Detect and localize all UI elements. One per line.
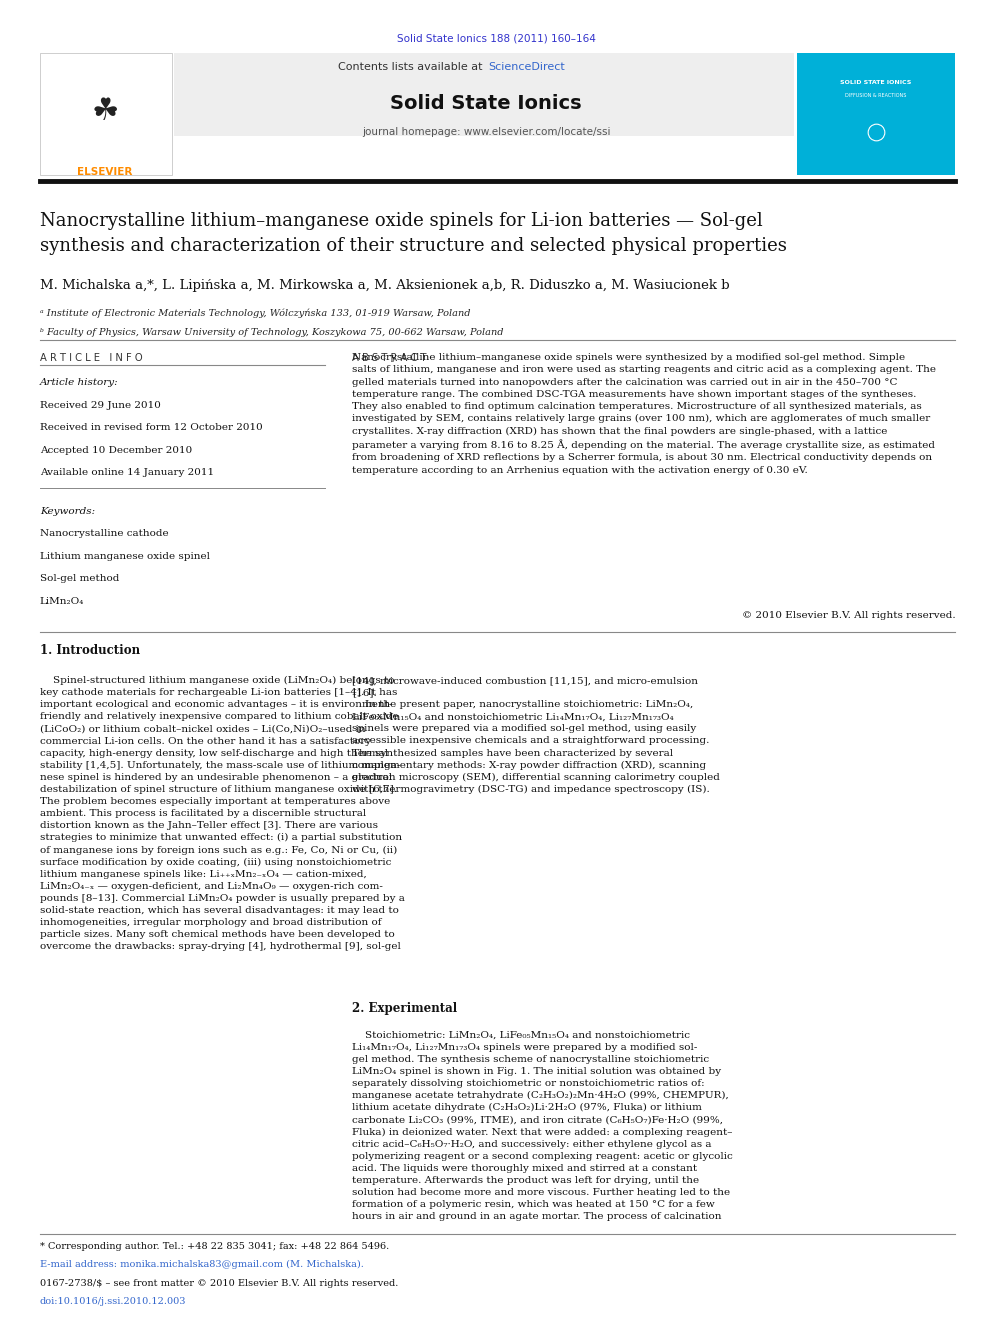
Text: Spinel-structured lithium manganese oxide (LiMn₂O₄) belongs to
key cathode mater: Spinel-structured lithium manganese oxid… bbox=[40, 676, 405, 951]
Text: Contents lists available at: Contents lists available at bbox=[338, 62, 486, 73]
Text: doi:10.1016/j.ssi.2010.12.003: doi:10.1016/j.ssi.2010.12.003 bbox=[40, 1297, 186, 1306]
Text: Keywords:: Keywords: bbox=[40, 507, 95, 516]
Text: 2. Experimental: 2. Experimental bbox=[352, 1002, 457, 1015]
Text: A B S T R A C T: A B S T R A C T bbox=[352, 353, 427, 364]
Text: Received in revised form 12 October 2010: Received in revised form 12 October 2010 bbox=[40, 423, 263, 433]
FancyBboxPatch shape bbox=[797, 53, 955, 175]
Text: Solid State Ionics: Solid State Ionics bbox=[390, 94, 582, 112]
Text: E-mail address: monika.michalska83@gmail.com (M. Michalska).: E-mail address: monika.michalska83@gmail… bbox=[40, 1259, 363, 1269]
Text: Sol-gel method: Sol-gel method bbox=[40, 574, 119, 583]
Text: Stoichiometric: LiMn₂O₄, LiFe₀₅Mn₁₅O₄ and nonstoichiometric
Li₁₄Mn₁₇O₄, Li₁₂₇Mn₁: Stoichiometric: LiMn₂O₄, LiFe₀₅Mn₁₅O₄ an… bbox=[352, 1031, 733, 1221]
Text: journal homepage: www.elsevier.com/locate/ssi: journal homepage: www.elsevier.com/locat… bbox=[362, 127, 610, 138]
Text: LiMn₂O₄: LiMn₂O₄ bbox=[40, 597, 84, 606]
Text: Solid State Ionics 188 (2011) 160–164: Solid State Ionics 188 (2011) 160–164 bbox=[397, 33, 595, 44]
Text: © 2010 Elsevier B.V. All rights reserved.: © 2010 Elsevier B.V. All rights reserved… bbox=[742, 611, 955, 620]
FancyBboxPatch shape bbox=[40, 53, 172, 175]
FancyBboxPatch shape bbox=[174, 53, 794, 136]
Text: 0167-2738/$ – see front matter © 2010 Elsevier B.V. All rights reserved.: 0167-2738/$ – see front matter © 2010 El… bbox=[40, 1279, 398, 1289]
Text: Nanocrystalline cathode: Nanocrystalline cathode bbox=[40, 529, 169, 538]
Text: ☘: ☘ bbox=[91, 97, 119, 126]
Text: ᵇ Faculty of Physics, Warsaw University of Technology, Koszykowa 75, 00-662 Wars: ᵇ Faculty of Physics, Warsaw University … bbox=[40, 328, 503, 337]
Text: ᵃ Institute of Electronic Materials Technology, Wólczyńska 133, 01-919 Warsaw, P: ᵃ Institute of Electronic Materials Tech… bbox=[40, 308, 470, 318]
Text: ScienceDirect: ScienceDirect bbox=[488, 62, 564, 73]
Text: Nanocrystalline lithium–manganese oxide spinels were synthesized by a modified s: Nanocrystalline lithium–manganese oxide … bbox=[352, 353, 936, 475]
Text: [14], microwave-induced combustion [11,15], and micro-emulsion
[16].
    In the : [14], microwave-induced combustion [11,1… bbox=[352, 676, 720, 794]
Text: Lithium manganese oxide spinel: Lithium manganese oxide spinel bbox=[40, 552, 209, 561]
Text: Available online 14 January 2011: Available online 14 January 2011 bbox=[40, 468, 214, 478]
Text: Accepted 10 December 2010: Accepted 10 December 2010 bbox=[40, 446, 191, 455]
Text: M. Michalska a,*, L. Lipińska a, M. Mirkowska a, M. Aksienionek a,b, R. Diduszko: M. Michalska a,*, L. Lipińska a, M. Mirk… bbox=[40, 279, 729, 292]
Text: Received 29 June 2010: Received 29 June 2010 bbox=[40, 401, 161, 410]
Text: Article history:: Article history: bbox=[40, 378, 118, 388]
Text: SOLID STATE IONICS: SOLID STATE IONICS bbox=[840, 79, 912, 85]
Text: ELSEVIER: ELSEVIER bbox=[77, 167, 133, 177]
Text: Nanocrystalline lithium–manganese oxide spinels for Li-ion batteries — Sol-gel
s: Nanocrystalline lithium–manganese oxide … bbox=[40, 212, 787, 255]
Text: * Corresponding author. Tel.: +48 22 835 3041; fax: +48 22 864 5496.: * Corresponding author. Tel.: +48 22 835… bbox=[40, 1242, 389, 1252]
Text: DIFFUSION & REACTIONS: DIFFUSION & REACTIONS bbox=[845, 93, 907, 98]
Text: A R T I C L E   I N F O: A R T I C L E I N F O bbox=[40, 353, 142, 364]
Text: 1. Introduction: 1. Introduction bbox=[40, 644, 140, 658]
